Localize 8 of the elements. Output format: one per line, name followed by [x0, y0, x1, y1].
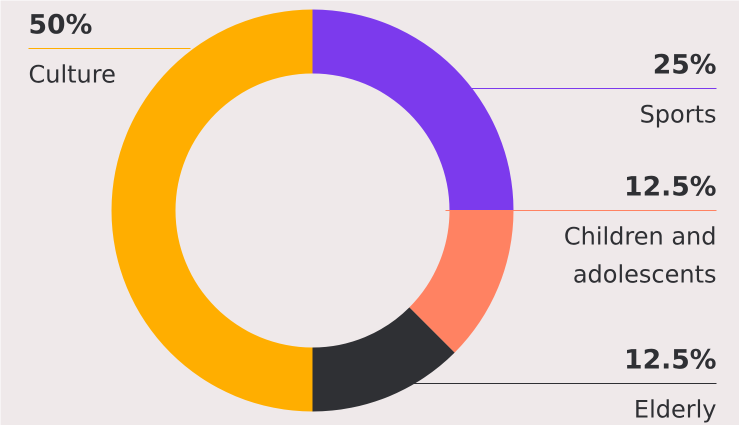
data-label: 50% [28, 10, 92, 40]
data-label: 25% [652, 50, 717, 80]
data-label: 12.5% [624, 172, 717, 202]
slice-label: Children and adolescents [564, 222, 717, 288]
data-label: 12.5% [624, 344, 717, 376]
slice-label: Culture [28, 60, 116, 88]
slice-label: Elderly [634, 396, 717, 424]
slice-label: Sports [640, 100, 717, 128]
